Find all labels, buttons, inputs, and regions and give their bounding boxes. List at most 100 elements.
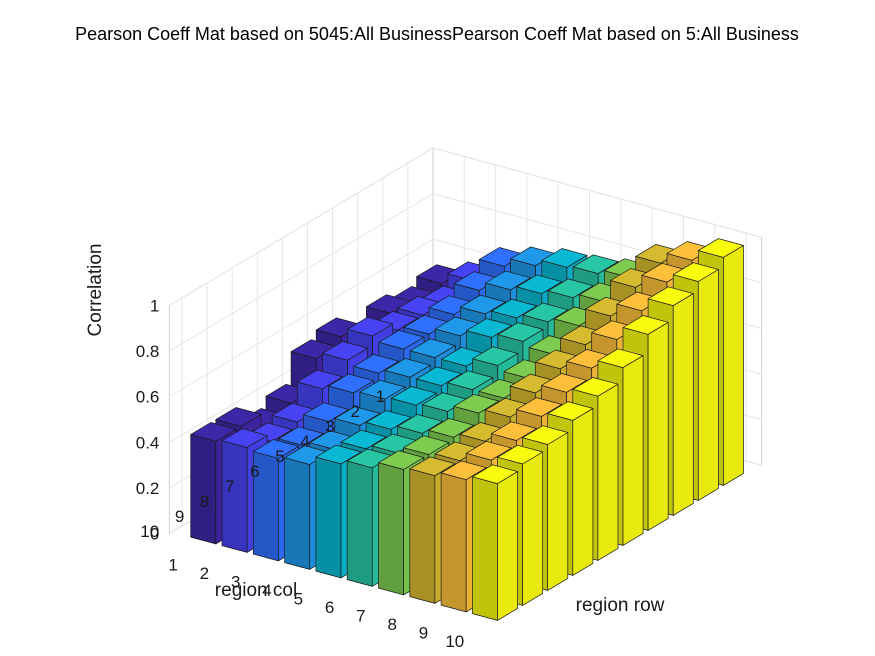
bar-face bbox=[572, 377, 619, 397]
bar-face bbox=[485, 270, 531, 291]
bar-face bbox=[497, 471, 518, 621]
bar-face bbox=[641, 262, 688, 283]
bar-face bbox=[434, 441, 481, 462]
bar-face bbox=[522, 425, 569, 445]
bar-face bbox=[672, 293, 694, 516]
bar-face bbox=[453, 393, 500, 414]
bar-face bbox=[459, 294, 506, 315]
bar-face bbox=[547, 432, 569, 591]
bar-face bbox=[516, 274, 563, 295]
bar-face bbox=[221, 428, 268, 448]
bar-face bbox=[252, 439, 299, 459]
bar-face bbox=[547, 401, 594, 421]
x-tick-label: 4 bbox=[262, 581, 271, 600]
bar-face bbox=[397, 296, 444, 316]
bar-face bbox=[315, 456, 342, 579]
bar-face bbox=[415, 366, 462, 387]
bar-face bbox=[510, 246, 557, 267]
bar-face bbox=[509, 373, 556, 394]
z-tick-label: 0.4 bbox=[136, 433, 160, 452]
x-axis-label: region row bbox=[576, 595, 665, 616]
bar-face bbox=[409, 338, 456, 358]
bar-face bbox=[697, 269, 719, 501]
bar-face bbox=[572, 408, 594, 576]
bar-face bbox=[522, 302, 569, 323]
bar-face bbox=[440, 460, 487, 481]
x-tick-label: 1 bbox=[168, 556, 177, 575]
bar-face bbox=[303, 402, 350, 422]
y-tick-label: 5 bbox=[275, 447, 284, 466]
bar-face bbox=[572, 254, 619, 274]
bar-face bbox=[346, 448, 393, 469]
bar-face bbox=[284, 457, 311, 570]
bar-face bbox=[459, 422, 506, 442]
z-tick-label: 1 bbox=[150, 297, 159, 316]
bar-face bbox=[541, 373, 588, 393]
z-tick-label: 0.8 bbox=[136, 342, 160, 361]
bars-layer bbox=[190, 238, 744, 621]
bar-face bbox=[359, 379, 406, 400]
bar-face bbox=[315, 317, 362, 338]
bar-face bbox=[497, 444, 544, 465]
bar-face bbox=[466, 318, 513, 338]
bar-face bbox=[416, 264, 463, 284]
bar-face bbox=[534, 349, 581, 370]
bar-face bbox=[384, 358, 431, 378]
bar-face bbox=[666, 241, 713, 261]
y-tick-label: 1 bbox=[376, 387, 385, 406]
bar-face bbox=[723, 245, 744, 486]
y-tick-label: 7 bbox=[225, 477, 234, 496]
x-tick-label: 2 bbox=[200, 564, 209, 583]
bar-face bbox=[409, 468, 436, 604]
bar-face bbox=[296, 369, 343, 390]
bar-face bbox=[403, 435, 450, 455]
bar-face bbox=[447, 370, 494, 390]
x-tick-label: 5 bbox=[294, 590, 303, 609]
bar-face bbox=[440, 472, 467, 613]
bar-face bbox=[566, 349, 613, 369]
bar-face bbox=[378, 462, 404, 596]
bar-face bbox=[284, 445, 331, 465]
x-tick-label: 3 bbox=[231, 573, 240, 592]
bar-face bbox=[422, 392, 469, 412]
x-tick-label: 10 bbox=[445, 632, 464, 651]
bar-face bbox=[434, 316, 481, 337]
bar-face bbox=[547, 278, 594, 299]
bar-face bbox=[472, 464, 518, 484]
bar-face bbox=[484, 397, 531, 418]
bar-face bbox=[497, 322, 544, 342]
bar-face bbox=[472, 346, 519, 366]
bar-face bbox=[378, 450, 425, 470]
bar-face bbox=[597, 383, 619, 561]
bar-face bbox=[378, 329, 425, 350]
bar-face bbox=[635, 244, 682, 264]
x-tick-label: 6 bbox=[325, 598, 334, 617]
bar-face bbox=[315, 444, 362, 465]
bar-face bbox=[215, 407, 262, 427]
bar-face bbox=[409, 456, 456, 477]
bar-face bbox=[190, 434, 217, 545]
bar-face bbox=[597, 348, 644, 368]
bar-face bbox=[190, 422, 237, 442]
x-tick-label: 9 bbox=[419, 624, 428, 643]
bar-face bbox=[622, 315, 669, 335]
z-tick-label: 0.2 bbox=[136, 479, 160, 498]
bar-face bbox=[428, 295, 475, 315]
x-tick-label: 7 bbox=[356, 607, 365, 626]
bar-face bbox=[697, 238, 744, 258]
bar-face bbox=[271, 402, 318, 423]
y-tick-label: 2 bbox=[351, 402, 360, 421]
bar-face bbox=[472, 476, 498, 621]
bar-face bbox=[353, 354, 400, 374]
bar-face bbox=[490, 421, 537, 441]
y-tick-label: 10 bbox=[140, 522, 159, 541]
z-tick-label: 0 bbox=[150, 525, 159, 544]
bar-face bbox=[346, 460, 373, 587]
bar-face bbox=[278, 426, 324, 446]
bar-10-10 bbox=[472, 464, 518, 621]
z-tick-label: 0.6 bbox=[136, 388, 160, 407]
bar-face bbox=[465, 440, 512, 461]
bar-face bbox=[403, 314, 450, 335]
